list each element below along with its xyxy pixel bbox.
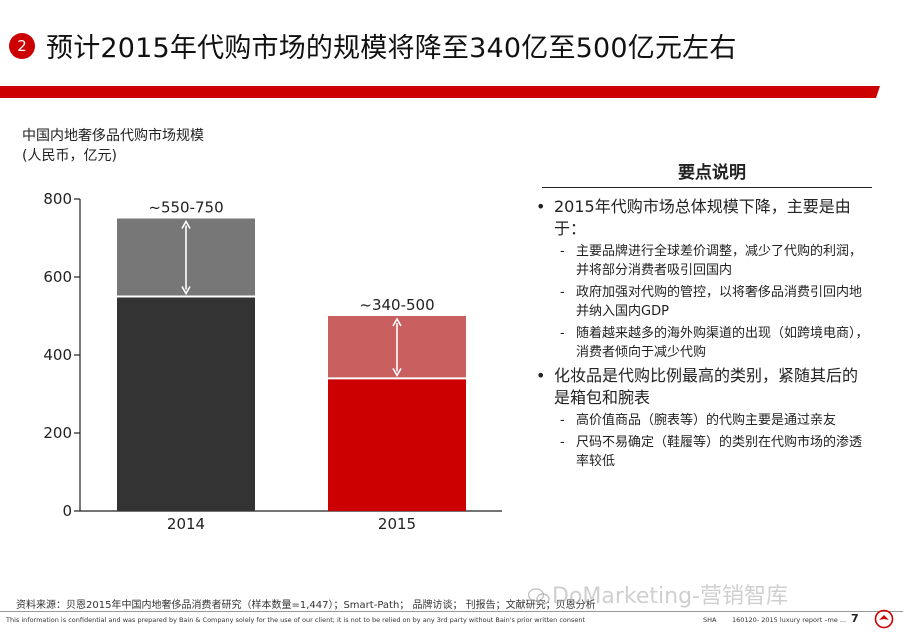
footer-divider — [0, 611, 903, 612]
watermark: DoMarketing-营销智库 — [528, 578, 788, 610]
range-arrow-head-down — [181, 286, 191, 296]
footer-office: SHA — [703, 616, 717, 624]
footer-disclaimer: This information is confidential and was… — [6, 616, 586, 624]
bullet-text: 化妆品是代购比例最高的类别，紧随其后的是箱包和腕表 — [554, 366, 859, 407]
dash-icon: - — [560, 285, 565, 300]
y-tick-label: 0 — [62, 502, 72, 520]
sub-bullet-text: 主要品牌进行全球差价调整，减少了代购的利润，并将部分消费者吸引回国内 — [576, 244, 863, 278]
dash-icon: - — [560, 326, 565, 341]
sub-bullet-text: 尺码不易确定（鞋履等）的类别在代购市场的渗透率较低 — [576, 435, 863, 469]
page-title: 预计2015年代购市场的规模将降至340亿至500亿元左右 — [46, 33, 737, 64]
range-arrow-head-down — [392, 368, 402, 378]
key-points-header: 要点说明 — [678, 163, 746, 183]
bar-chart: 0 200 400 600 800 ~550-750 2014 ~340-500 2015 — [43, 190, 502, 533]
bullet-text: 2015年代购市场总体规模下降，主要是由于： — [554, 197, 851, 238]
key-points-panel: 要点说明 • 2015年代购市场总体规模下降，主要是由于： - 主要品牌进行全球… — [532, 158, 872, 474]
y-tick-label: 800 — [43, 190, 72, 208]
chart-title-text: 中国内地奢侈品代购市场规模 — [22, 128, 204, 144]
sub-bullet-item: - 随着越来越多的海外购渠道的出现（如跨境电商），消费者倾向于减少代购 — [532, 324, 872, 362]
sub-bullet-text: 高价值商品（腕表等）的代购主要是通过亲友 — [576, 413, 837, 428]
source-note: 资料来源：贝恩2015年中国内地奢侈品消费者研究（样本数量=1,447）；Sma… — [16, 600, 596, 611]
sub-bullet-item: - 主要品牌进行全球差价调整，减少了代购的利润，并将部分消费者吸引回国内 — [532, 242, 872, 280]
chart-title: 中国内地奢侈品代购市场规模 (人民币，亿元) — [22, 126, 204, 166]
chart-subtitle: (人民币，亿元) — [22, 148, 117, 164]
data-label-range: ~340-500 — [359, 296, 434, 314]
sub-bullet-item: - 尺码不易确定（鞋履等）的类别在代购市场的渗透率较低 — [532, 433, 872, 471]
footer-report-name: 160120- 2015 luxury report –me ... — [732, 616, 847, 624]
bain-logo-icon — [874, 609, 894, 629]
data-label-range: ~550-750 — [148, 199, 223, 217]
y-tick-label: 600 — [43, 268, 72, 286]
sub-bullet-text: 政府加强对代购的管控，以将奢侈品消费引回内地并纳入国内GDP — [576, 285, 863, 319]
range-arrow-head-up — [181, 219, 191, 229]
bar-segment-low — [117, 296, 255, 511]
bullet-item: • 化妆品是代购比例最高的类别，紧随其后的是箱包和腕表 — [532, 365, 872, 409]
sub-bullet-item: - 政府加强对代购的管控，以将奢侈品消费引回内地并纳入国内GDP — [532, 283, 872, 321]
bullet-dot-icon: • — [536, 366, 546, 385]
watermark-text: DoMarketing-营销智库 — [552, 584, 788, 609]
page-number: 7 — [851, 612, 859, 625]
dash-icon: - — [560, 244, 565, 259]
wechat-icon — [528, 588, 550, 605]
key-points-divider — [542, 187, 872, 188]
sub-bullet-item: - 高价值商品（腕表等）的代购主要是通过亲友 — [532, 411, 872, 430]
dash-icon: - — [560, 413, 565, 428]
sub-bullet-text: 随着越来越多的海外购渠道的出现（如跨境电商），消费者倾向于减少代购 — [576, 326, 869, 360]
slide-number-badge: 2 — [9, 33, 35, 59]
y-tick-label: 200 — [43, 424, 72, 442]
x-tick-label: 2015 — [378, 515, 416, 533]
bar-segment-low — [328, 378, 466, 511]
title-accent-band — [0, 86, 880, 98]
range-arrow-head-up — [392, 317, 402, 327]
x-tick-label: 2014 — [167, 515, 205, 533]
y-tick-label: 400 — [43, 346, 72, 364]
dash-icon: - — [560, 435, 565, 450]
bullet-item: • 2015年代购市场总体规模下降，主要是由于： — [532, 196, 872, 240]
bullet-dot-icon: • — [536, 197, 546, 216]
